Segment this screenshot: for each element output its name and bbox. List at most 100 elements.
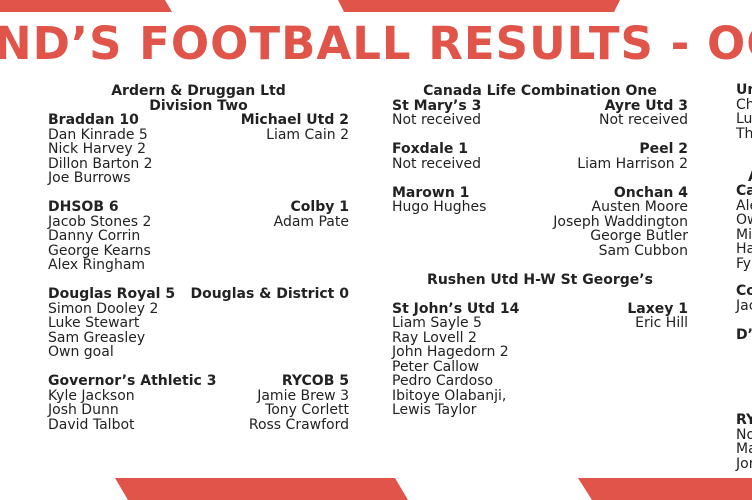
partial-text: Lu <box>736 111 752 127</box>
away-side: Laxey 1 Eric Hill <box>627 300 688 418</box>
scorer: Jamie Brew 3 <box>257 387 349 404</box>
partial-text: Ca <box>736 183 752 199</box>
home-side: Governor’s Athletic 3 Kyle Jackson Josh Du… <box>48 374 216 432</box>
match: St Mary’s 3 Not received Ayre Utd 3 Not rec… <box>392 97 688 128</box>
match: Governor’s Athletic 3 Kyle Jackson Josh Du… <box>48 374 349 432</box>
match: Marown 1 Hugo Hughes Onchan 4 Austen Moore J… <box>392 184 688 259</box>
home-team: Braddan 10 <box>48 112 139 128</box>
home-side: St John’s Utd 14 Liam Sayle 5 Ray Lovell 2… <box>392 300 520 418</box>
home-team: DHSOB 6 <box>48 199 119 215</box>
away-side: Douglas & District 0 <box>190 287 349 360</box>
scorer: Jacob Stones 2 <box>48 213 152 230</box>
scorer: Not received <box>392 112 482 128</box>
away-team: Michael Utd 2 <box>240 112 349 128</box>
scorer: Simon Dooley 2 <box>48 300 159 317</box>
heading-line: Canada Life Combination One <box>423 83 657 99</box>
home-side: Douglas Royal 5 Simon Dooley 2 Luke Stewar… <box>48 287 175 360</box>
away-side: RYCOB 5 Jamie Brew 3 Tony Corlett Ross Craw… <box>249 374 349 432</box>
partial-text: Ale <box>736 198 752 214</box>
partial-text: Un <box>736 82 752 98</box>
section-heading: Canada Life Combination One <box>392 84 688 99</box>
scorer: Joe Burrows <box>48 170 131 186</box>
away-side: Michael Utd 2 Liam Cain 2 <box>241 113 349 186</box>
scorer: Joseph Waddington <box>553 213 688 230</box>
scorer: David Talbot <box>48 416 135 433</box>
scorer: Dan Kinrade 5 <box>48 126 148 143</box>
home-team: Douglas Royal 5 <box>48 286 176 302</box>
home-team: Governor’s Athletic 3 <box>48 373 217 389</box>
match: DHSOB 6 Jacob Stones 2 Danny Corrin George … <box>48 200 349 273</box>
partial-text: Ma <box>736 441 752 457</box>
match: Braddan 10 Dan Kinrade 5 Nick Harvey 2 Dill… <box>48 113 349 186</box>
partial-text: Ow <box>736 212 752 228</box>
home-team: St Mary’s 3 <box>392 97 482 114</box>
scorer: Dillon Barton 2 <box>48 155 153 172</box>
partial-text: Th <box>736 126 752 142</box>
partial-text: A <box>748 170 752 185</box>
scorer: George Kearns <box>48 242 151 259</box>
scorer: Liam Sayle 5 <box>392 315 482 331</box>
stripe <box>338 0 620 12</box>
away-side: Peel 2 Liam Harrison 2 <box>577 142 688 171</box>
results-column: Ardern & Druggan Ltd Division Two Braddan … <box>48 84 349 447</box>
section-heading: Rushen Utd H-W St George’s <box>392 272 688 288</box>
heading-line: Division Two <box>149 97 248 114</box>
home-team: Marown 1 <box>392 184 470 201</box>
scorer: Peter Callow <box>392 358 480 375</box>
scorer: Nick Harvey 2 <box>48 141 147 157</box>
away-team: Laxey 1 <box>627 300 688 317</box>
home-team: Foxdale 1 <box>392 141 469 157</box>
scorer: Danny Corrin <box>48 228 141 244</box>
away-team: Douglas & District 0 <box>190 286 349 302</box>
scorer: Ibitoye Olabanji, <box>392 387 507 404</box>
scorer: Josh Dunn <box>48 402 119 418</box>
heading-line: Ardern & Druggan Ltd <box>111 83 286 99</box>
home-team: St John’s Utd 14 <box>392 300 520 317</box>
match: Douglas Royal 5 Simon Dooley 2 Luke Stewar… <box>48 287 349 360</box>
scorer: Own goal <box>48 344 114 360</box>
scorer: Eric Hill <box>635 315 688 331</box>
scorer: Kyle Jackson <box>48 387 135 404</box>
away-side: Colby 1 Adam Pate <box>274 200 349 273</box>
stripe <box>0 0 172 12</box>
away-team: RYCOB 5 <box>281 373 349 389</box>
away-team: Peel 2 <box>639 141 688 157</box>
home-side: St Mary’s 3 Not received <box>392 97 482 128</box>
scorer: Not received <box>598 112 688 128</box>
away-team: Ayre Utd 3 <box>604 97 688 114</box>
scorer: Hugo Hughes <box>392 199 487 215</box>
scorer: Pedro Cardoso <box>392 373 494 389</box>
scorer: Liam Cain 2 <box>266 126 349 143</box>
partial-text: RY <box>736 412 752 428</box>
stripe <box>578 478 752 500</box>
away-team: Colby 1 <box>290 199 349 215</box>
partial-text: Ch <box>736 97 752 113</box>
partial-text: D’g <box>736 327 752 343</box>
partial-text: Co <box>736 283 752 299</box>
scorer: Sam Cubbon <box>598 242 688 259</box>
scorer: Luke Stewart <box>48 315 140 331</box>
away-side: Ayre Utd 3 Not received <box>598 97 688 128</box>
scorer: Liam Harrison 2 <box>577 155 688 172</box>
home-side: Braddan 10 Dan Kinrade 5 Nick Harvey 2 Dill… <box>48 113 153 186</box>
stripe <box>115 478 408 500</box>
partial-text: Jon <box>736 456 752 472</box>
away-team: Onchan 4 <box>613 184 688 201</box>
partial-text: Mi <box>736 227 752 243</box>
match: St John’s Utd 14 Liam Sayle 5 Ray Lovell 2… <box>392 300 688 418</box>
partial-text: Jac <box>736 298 752 314</box>
scorer: George Butler <box>590 228 688 244</box>
results-column: Canada Life Combination One St Mary’s 3 No… <box>392 84 688 432</box>
home-side: Foxdale 1 Not received <box>392 142 481 171</box>
scorer: Lewis Taylor <box>392 402 477 418</box>
scorer: Austen Moore <box>591 199 688 215</box>
away-side: Onchan 4 Austen Moore Joseph Waddington Geo… <box>553 184 688 259</box>
home-side: DHSOB 6 Jacob Stones 2 Danny Corrin George … <box>48 200 151 273</box>
scorer: Adam Pate <box>273 213 349 230</box>
scorer: Alex Ringham <box>48 257 146 273</box>
scorer: John Hagedorn 2 <box>392 344 509 360</box>
scorer: Sam Greasley <box>48 329 146 346</box>
partial-text: Ha <box>736 241 752 257</box>
